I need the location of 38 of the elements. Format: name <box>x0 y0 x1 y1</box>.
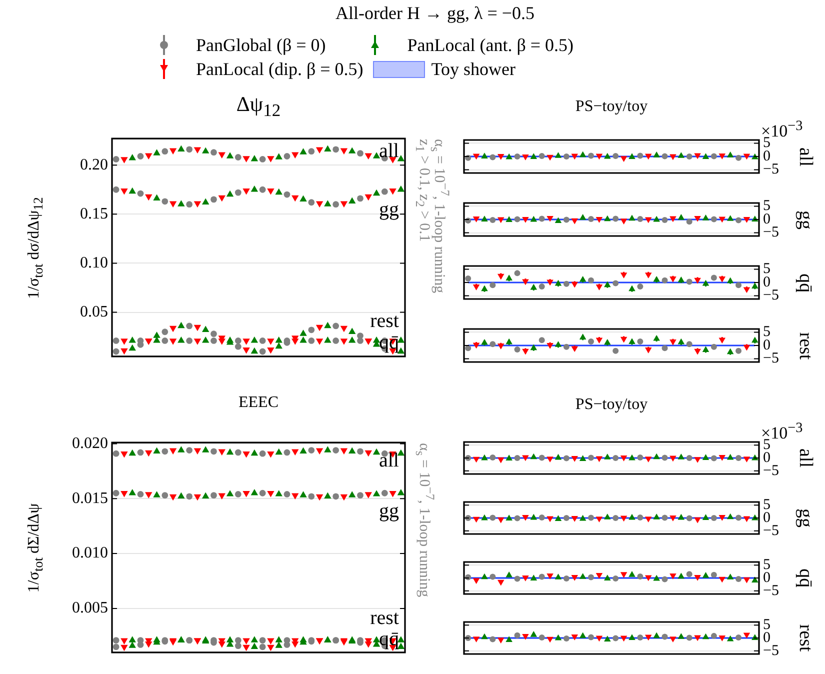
y-tick-label: 0.020 <box>72 434 108 452</box>
y-tick-label: 0.10 <box>80 254 108 272</box>
y-axis-title: gg <box>794 210 816 229</box>
annotation: rest <box>370 607 400 630</box>
annotation: all <box>379 140 400 162</box>
y-tick-label: 0.005 <box>72 600 108 617</box>
annotation: gg <box>379 198 399 221</box>
chart-subtitle: Δψ$_{12}$ <box>236 92 281 122</box>
annotation: gg <box>379 500 399 522</box>
y-tick-label: 0 <box>763 148 770 164</box>
chart-title: All-order H → gg, λ = −0.5 <box>335 3 535 24</box>
y-tick-label: 0.05 <box>80 303 108 320</box>
y-axis-title: gg <box>794 508 816 528</box>
y-tick-label: −5 <box>763 350 779 367</box>
annotation: qq̄ <box>379 332 399 354</box>
legend-label: PanLocal (ant. β = 0.5) <box>407 34 574 56</box>
y-tick-label: −5 <box>763 224 779 241</box>
y-axis-title: qq̄ <box>794 273 816 292</box>
annotation: qq̄ <box>379 628 399 650</box>
y-tick-label: 0.15 <box>80 205 108 222</box>
y-axis-title: rest <box>794 624 816 652</box>
chart-title: PS−toy/toy <box>575 396 648 414</box>
y-tick-label: −5 <box>763 288 779 304</box>
y-tick-label: 0.20 <box>80 156 108 174</box>
legend-label: PanGlobal (β = 0) <box>196 34 326 56</box>
annotation: all <box>379 450 400 472</box>
y-tick-label: 0.015 <box>72 490 108 507</box>
chart-title: EEEC <box>238 394 278 412</box>
y-tick-label: −5 <box>763 162 779 178</box>
legend-label: PanLocal (dip. β = 0.5) <box>196 58 364 80</box>
y-axis-title: qq̄ <box>794 568 816 588</box>
y-axis-title: all <box>794 147 816 166</box>
legend-label: Toy shower <box>431 58 516 80</box>
chart-title: PS−toy/toy <box>575 98 648 116</box>
y-axis-title: rest <box>794 332 816 360</box>
annotation: rest <box>370 310 400 332</box>
y-tick-label: 0.010 <box>72 544 108 562</box>
y-axis-title: all <box>794 448 816 468</box>
